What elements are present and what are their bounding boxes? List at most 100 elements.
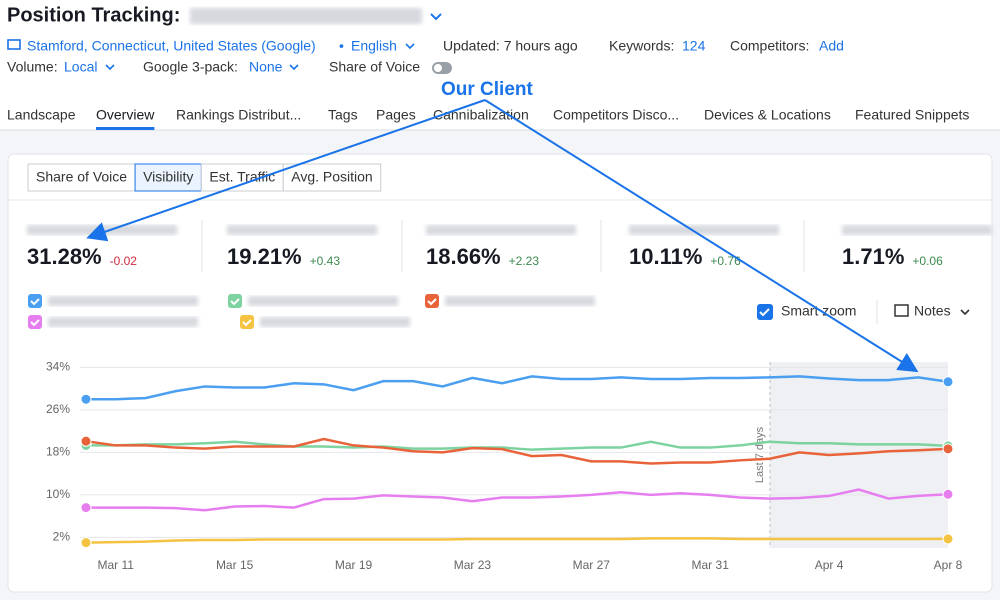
legend-checkbox[interactable] [28, 315, 42, 329]
language[interactable]: English [351, 38, 397, 54]
legend-checkbox[interactable] [228, 294, 242, 308]
y-tick-label: 34% [46, 359, 70, 373]
metric-button-label: Visibility [143, 169, 193, 185]
location[interactable]: Stamford, Connecticut, United States (Go… [27, 38, 316, 54]
tab[interactable]: Pages [376, 107, 416, 123]
blurred-legend-name [248, 296, 398, 306]
keywords[interactable]: 124 [682, 38, 706, 54]
x-tick-label: Mar 27 [573, 558, 611, 572]
volume[interactable]: Local [64, 59, 97, 75]
summary-change: +2.23 [509, 254, 540, 268]
sov-toggle-label: Share of Voice [329, 59, 420, 75]
endpoint [942, 443, 954, 455]
y-tick-label: 18% [46, 445, 70, 459]
series-line [86, 440, 949, 451]
tab[interactable]: Competitors Disco... [553, 107, 679, 123]
metric-button[interactable] [27, 163, 136, 192]
blurred-legend-name [445, 296, 595, 306]
title: Position Tracking: [7, 4, 180, 26]
summary-value: 1.71% [842, 244, 904, 269]
legend-checkbox[interactable] [240, 315, 254, 329]
chevron [105, 64, 115, 71]
series-line [86, 488, 949, 512]
legend-check [230, 298, 240, 306]
notes[interactable]: Notes [914, 303, 951, 319]
summary-change: +0.76 [710, 254, 741, 268]
legend-check [30, 298, 40, 306]
endpoint [942, 376, 954, 388]
summary-value: 31.28% [27, 244, 102, 269]
x-tick-label: Mar 19 [335, 558, 373, 572]
x-tick-label: Mar 15 [216, 558, 254, 572]
summary-value: 10.11% [629, 244, 702, 269]
check [759, 308, 770, 317]
arrow [484, 99, 919, 373]
y-tick-label: 2% [53, 530, 71, 544]
blurred-name [629, 225, 779, 235]
metric-button[interactable] [200, 163, 284, 192]
tab-underline [96, 127, 155, 130]
tab[interactable]: Devices & Locations [704, 107, 831, 123]
keywords-label: Keywords: [609, 38, 674, 54]
metric-button[interactable] [134, 163, 202, 192]
blurred-name [426, 225, 576, 235]
summary-value: 18.66% [426, 244, 501, 269]
series-line [86, 375, 949, 401]
y-tick-label: 10% [46, 487, 70, 501]
chevron [960, 309, 970, 316]
legend-checkbox[interactable] [425, 294, 439, 308]
metric-button-label: Avg. Position [291, 169, 372, 185]
series-line [85, 537, 949, 544]
blurred-name [842, 225, 992, 235]
tab[interactable]: Overview [96, 107, 155, 123]
legend-check [427, 298, 437, 306]
x-tick-label: Mar 23 [454, 558, 492, 572]
metric-button-label: Share of Voice [36, 169, 127, 185]
legend-checkbox[interactable] [28, 294, 42, 308]
summary-change: +0.43 [310, 254, 341, 268]
blurred-legend-name [260, 317, 410, 327]
endpoint [942, 488, 954, 500]
tab[interactable]: Landscape [7, 107, 76, 123]
legend-check [242, 319, 252, 327]
x-tick-label: Apr 8 [934, 558, 963, 572]
series-line [85, 437, 949, 465]
metric-button[interactable] [282, 163, 382, 192]
gpack[interactable]: None [249, 59, 283, 75]
recent-range [770, 362, 948, 548]
metric-buttons: Share of Voice Visibility Est. Traffic Avg.… [27, 163, 382, 192]
blurred-domain [190, 8, 422, 24]
volume-label: Volume: [7, 59, 58, 75]
chevron [289, 64, 299, 71]
tab[interactable]: Rankings Distribut... [176, 107, 301, 123]
x-tick-label: Mar 11 [97, 558, 134, 572]
tab[interactable]: Featured Snippets [855, 107, 969, 123]
endpoint [80, 435, 92, 447]
summary-value: 19.21% [227, 244, 302, 269]
chevron[interactable] [430, 13, 442, 21]
annotation: Last 7 days [754, 426, 766, 483]
tab[interactable]: Cannibalization [433, 107, 529, 123]
endpoint [80, 502, 92, 514]
arrow [86, 99, 486, 242]
separator: • [339, 38, 344, 54]
competitors-label: Competitors: [730, 38, 809, 54]
competitors[interactable]: Add [819, 38, 844, 54]
x-tick-label: Mar 31 [692, 558, 730, 572]
summary-change: -0.02 [110, 254, 138, 268]
blurred-name [227, 225, 377, 235]
callout: Our Client [441, 79, 534, 100]
x-tick-label: Apr 4 [815, 558, 844, 572]
chevron [405, 43, 415, 50]
gpack-label: Google 3-pack: [143, 59, 238, 75]
updated: Updated: 7 hours ago [443, 38, 578, 54]
endpoint [80, 537, 92, 549]
desktop-icon [7, 39, 21, 50]
toggle-knob [434, 64, 442, 72]
plot: 2% 10% 18% 26% 34% Mar 11 Mar 15 Mar 19 Mar 23 Ma… [46, 359, 963, 572]
tab[interactable]: Tags [328, 107, 358, 123]
endpoint [942, 533, 954, 545]
